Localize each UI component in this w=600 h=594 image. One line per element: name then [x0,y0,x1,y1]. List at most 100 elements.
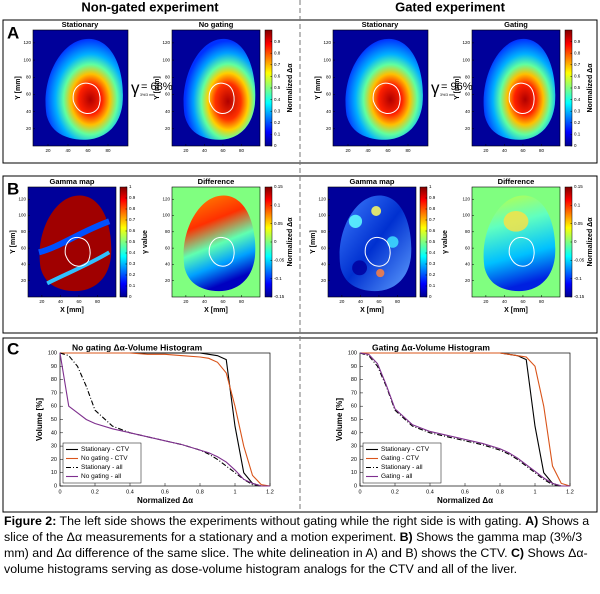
colorbar-tick-label: 0.9 [574,39,581,44]
y-tick-label: 60 [351,404,357,410]
x-tick-label: 1.2 [266,489,274,495]
gamma-patch [352,260,368,276]
y-tick-label: 20 [326,126,332,131]
y-tick-label: 40 [465,262,471,267]
series-line [360,352,571,487]
image-title: Gamma map [49,177,94,186]
y-axis-label: Y [mm] [454,76,461,100]
x-axis-label: X [mm] [60,307,84,314]
colorbar-tick-label: 0 [274,239,277,244]
x-tick-label: 40 [58,299,64,304]
y-tick-label: 40 [326,109,332,114]
colorbar-tick-label: 0.4 [274,97,281,102]
header: Gated experiment [395,0,505,14]
y-tick-label: 80 [26,74,32,79]
colorbar-tick-label: 0.7 [574,62,581,67]
colorbar-tick-label: 0.3 [574,108,581,113]
colorbar-tick-label: -0.05 [274,258,285,263]
y-tick-label: 90 [51,364,57,370]
x-tick-label: 60 [520,148,526,153]
y-tick-label: 120 [323,40,331,45]
colorbar-tick-label: 0.9 [274,39,281,44]
caption: Figure 2: The left side shows the experi… [4,513,596,577]
y-tick-label: 120 [162,196,170,201]
x-tick-label: 0.6 [461,489,469,495]
y-tick-label: 100 [23,57,31,62]
y-tick-label: 40 [165,109,171,114]
colorbar-tick-label: 0 [574,239,577,244]
x-tick-label: 0.8 [496,489,504,495]
x-tick-label: 60 [520,299,526,304]
y-tick-label: 100 [462,57,470,62]
panel-letter: C [7,339,19,358]
colorbar-tick-label: 0.1 [129,283,136,288]
liver [483,195,556,292]
heatmap [39,195,111,291]
colorbar-tick-label: -0.15 [574,294,585,299]
x-tick-label: 60 [85,148,91,153]
colorbar-tick-label: 0.2 [129,272,136,277]
x-tick-label: 80 [95,299,101,304]
legend-label: Stationary - all [81,464,123,471]
y-axis-label: Y [mm] [154,76,161,100]
legend-label: No gating - all [81,473,122,480]
y-tick-label: 120 [18,196,26,201]
y-tick-label: 40 [51,430,57,436]
colorbar-tick-label: 0.6 [274,74,281,79]
panel-letter: A [7,23,19,42]
y-tick-label: 100 [318,213,326,218]
y-axis-label: Y [mm] [10,230,17,254]
legend-label: Stationary - CTV [81,446,130,453]
y-tick-label: 40 [26,109,32,114]
y-tick-label: 120 [462,40,470,45]
y-tick-label: 80 [326,74,332,79]
image-frame [32,29,129,147]
image-frame [171,29,261,147]
x-tick-label: 0.4 [426,489,434,495]
ctv-contour [365,237,390,266]
y-tick-label: 90 [351,364,357,370]
x-tick-label: 0 [58,489,61,495]
y-tick-label: 30 [351,444,357,450]
heatmap [184,39,256,140]
y-tick-label: 0 [354,483,357,489]
y-tick-label: 40 [321,262,327,267]
x-tick-label: 20 [483,299,489,304]
y-tick-label: 20 [51,457,57,463]
y-tick-label: 40 [21,262,27,267]
x-tick-label: 1 [233,489,236,495]
colorbar-tick-label: 0.6 [129,228,136,233]
x-tick-label: 60 [376,299,382,304]
colorbar-tick-label: 0.6 [429,228,436,233]
x-tick-label: 80 [239,148,245,153]
x-tick-label: 40 [65,148,71,153]
colorbar-tick-label: 0.7 [274,62,281,67]
x-tick-label: 80 [105,148,111,153]
colorbar-tick-label: 0.1 [429,283,436,288]
x-tick-label: 20 [183,148,189,153]
colorbar-tick-label: 0.5 [574,85,581,90]
y-tick-label: 20 [351,457,357,463]
ctv-contour [509,237,534,266]
colorbar-label: Normalized Δα [587,217,594,267]
x-tick-label: 60 [385,148,391,153]
y-tick-label: 60 [26,92,32,97]
series-line [359,352,570,487]
y-tick-label: 20 [165,278,171,283]
y-tick-label: 120 [23,40,31,45]
ctv-contour [65,237,90,266]
image-frame [471,186,561,298]
y-axis-label: Volume [%] [335,398,344,441]
colorbar-label: Normalized Δα [287,63,294,113]
image-title: Gating [504,20,528,29]
x-tick-label: 0.8 [196,489,204,495]
x-tick-label: 40 [502,299,508,304]
series-line [59,352,270,487]
liver [39,195,112,292]
y-tick-label: 20 [21,278,27,283]
colorbar-tick-label: 0.9 [129,195,136,200]
y-tick-label: 20 [26,126,32,131]
caption-text: Shows a slice of the Δα measurements for… [4,514,590,544]
colorbar-tick-label: 0.3 [129,261,136,266]
colorbar-tick-label: 0 [274,143,277,148]
